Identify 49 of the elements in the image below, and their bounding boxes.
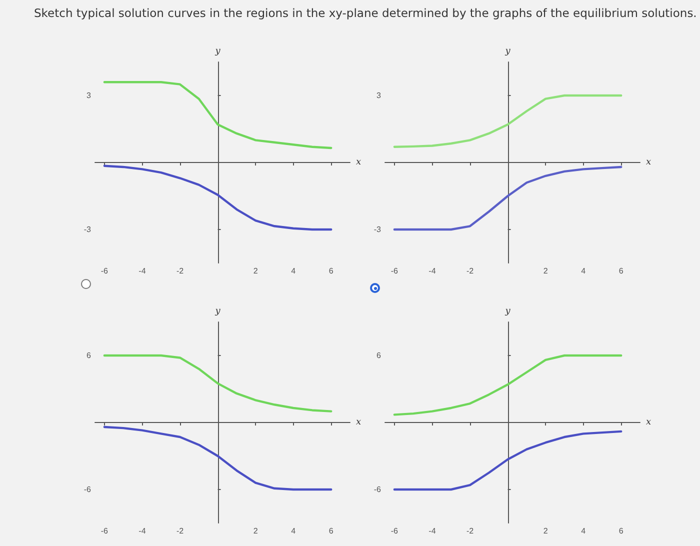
x-axis-title: x — [356, 158, 362, 168]
x-tick-label: 2 — [253, 526, 258, 536]
x-axis-title: x — [356, 418, 362, 428]
x-tick-label: -6 — [100, 526, 109, 536]
x-tick-label: 6 — [328, 266, 334, 276]
x-tick-label: 4 — [291, 266, 296, 276]
x-tick-label: -6 — [390, 526, 399, 536]
y-tick-label: -3 — [84, 225, 92, 234]
y-tick-label: 3 — [86, 91, 92, 100]
y-axis-title: y — [214, 306, 222, 316]
y-tick-label: 6 — [86, 351, 92, 360]
x-tick-label: -2 — [176, 266, 184, 276]
y-axis-title: y — [214, 46, 222, 56]
x-tick-label: 6 — [618, 266, 624, 276]
x-tick-label: -2 — [466, 526, 474, 536]
x-tick-label: -2 — [466, 266, 474, 276]
x-tick-label: -2 — [176, 526, 184, 536]
x-tick-label: -4 — [138, 266, 146, 276]
line-series — [103, 164, 332, 231]
line-series — [393, 430, 622, 491]
line-series — [103, 354, 332, 412]
y-tick-label: 6 — [376, 351, 382, 360]
y-tick-label: 3 — [376, 91, 382, 100]
x-axis-title: x — [646, 158, 652, 168]
x-tick-label: -6 — [390, 266, 399, 276]
line-series — [393, 94, 622, 148]
line-series — [103, 81, 332, 150]
line-series — [103, 426, 332, 491]
y-axis-title: y — [504, 306, 512, 316]
line-series — [393, 354, 622, 416]
x-tick-label: 4 — [291, 526, 296, 536]
x-tick-label: -6 — [100, 266, 109, 276]
x-tick-label: 6 — [618, 526, 624, 536]
x-tick-label: -4 — [138, 526, 146, 536]
x-tick-label: 4 — [581, 266, 586, 276]
x-tick-label: 2 — [543, 526, 548, 536]
x-tick-label: 4 — [581, 526, 586, 536]
y-tick-label: -6 — [84, 485, 92, 494]
chart-title: Sketch typical solution curves in the regions in the xy-plane determined by the graphs of the equilibrium solutions. — [34, 6, 697, 20]
x-axis-title: x — [646, 418, 652, 428]
line-series — [393, 166, 622, 231]
y-axis-title: y — [504, 46, 512, 56]
x-tick-label: -4 — [428, 526, 436, 536]
x-tick-label: -4 — [428, 266, 436, 276]
y-tick-label: -3 — [374, 225, 382, 234]
x-tick-label: 2 — [253, 266, 258, 276]
x-tick-label: 2 — [543, 266, 548, 276]
x-tick-label: 6 — [328, 526, 334, 536]
y-tick-label: -6 — [374, 485, 382, 494]
